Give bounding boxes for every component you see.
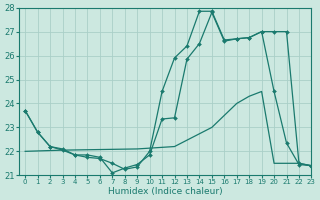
X-axis label: Humidex (Indice chaleur): Humidex (Indice chaleur) xyxy=(108,187,222,196)
